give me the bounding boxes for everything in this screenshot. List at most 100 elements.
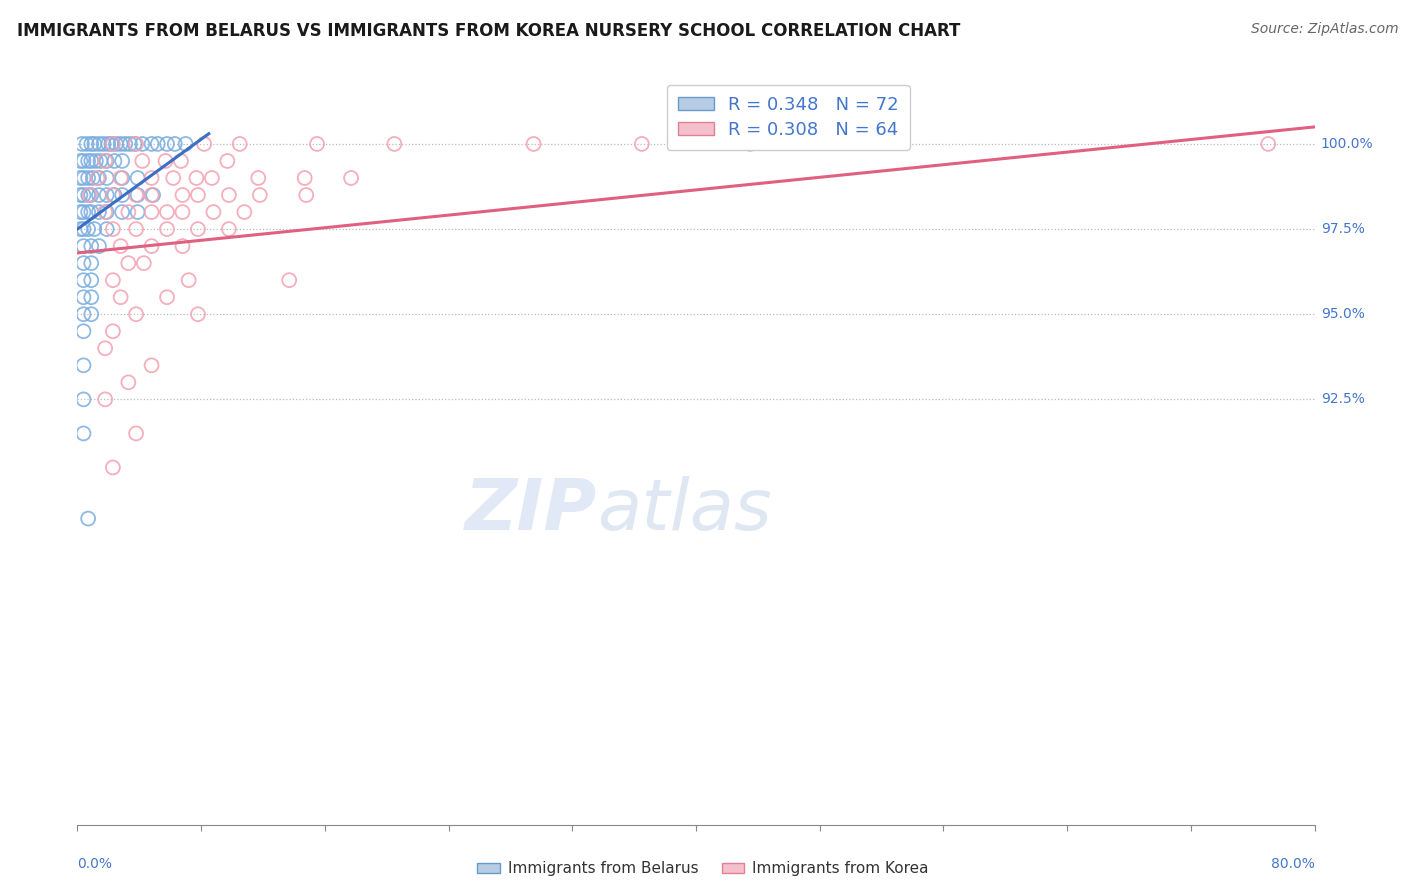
Point <box>77 222 100 236</box>
Point <box>156 136 179 151</box>
Point <box>156 205 179 219</box>
Point <box>110 239 132 253</box>
Point <box>80 188 103 202</box>
Point <box>80 136 103 151</box>
Point <box>382 136 406 151</box>
Point <box>117 376 139 390</box>
Point <box>186 171 208 186</box>
Point <box>307 136 329 151</box>
Point <box>94 392 117 407</box>
Point <box>174 136 197 151</box>
Point <box>172 239 194 253</box>
Point <box>69 171 91 186</box>
Point <box>155 153 177 168</box>
Point <box>80 307 103 321</box>
Text: 97.5%: 97.5% <box>1320 222 1365 236</box>
Point <box>87 239 110 253</box>
Point <box>142 188 165 202</box>
Point <box>87 205 110 219</box>
Point <box>77 511 100 525</box>
Point <box>72 205 94 219</box>
Point <box>77 171 100 186</box>
Point <box>87 171 110 186</box>
Point <box>90 153 111 168</box>
Point <box>80 153 103 168</box>
Point <box>96 205 118 219</box>
Point <box>77 153 100 168</box>
Point <box>101 136 124 151</box>
Text: IMMIGRANTS FROM BELARUS VS IMMIGRANTS FROM KOREA NURSERY SCHOOL CORRELATION CHAR: IMMIGRANTS FROM BELARUS VS IMMIGRANTS FR… <box>17 22 960 40</box>
Legend: Immigrants from Belarus, Immigrants from Korea: Immigrants from Belarus, Immigrants from… <box>471 855 935 882</box>
Text: 80.0%: 80.0% <box>1271 856 1315 871</box>
Point <box>84 153 107 168</box>
Point <box>103 153 125 168</box>
Point <box>278 273 301 287</box>
Point <box>101 222 124 236</box>
Point <box>125 426 148 441</box>
Point <box>94 205 117 219</box>
Point <box>93 136 115 151</box>
Point <box>141 205 163 219</box>
Point <box>94 341 117 355</box>
Point <box>110 290 132 304</box>
Point <box>294 171 316 186</box>
Point <box>110 136 132 151</box>
Point <box>96 153 118 168</box>
Point <box>187 307 209 321</box>
Point <box>77 205 100 219</box>
Point <box>87 188 110 202</box>
Point <box>101 460 124 475</box>
Point <box>72 171 94 186</box>
Point <box>187 188 209 202</box>
Point <box>127 205 149 219</box>
Point <box>162 171 184 186</box>
Text: Source: ZipAtlas.com: Source: ZipAtlas.com <box>1251 22 1399 37</box>
Point <box>80 205 103 219</box>
Point <box>110 171 132 186</box>
Point <box>77 188 100 202</box>
Point <box>193 136 215 151</box>
Point <box>94 153 117 168</box>
Point <box>141 188 163 202</box>
Text: 95.0%: 95.0% <box>1320 307 1365 321</box>
Point <box>163 136 186 151</box>
Point <box>146 136 169 151</box>
Text: atlas: atlas <box>598 476 772 545</box>
Text: 92.5%: 92.5% <box>1320 392 1365 407</box>
Point <box>72 153 94 168</box>
Point <box>96 171 118 186</box>
Point <box>141 171 163 186</box>
Point <box>156 222 179 236</box>
Point <box>295 188 318 202</box>
Point <box>72 359 94 373</box>
Point <box>249 188 271 202</box>
Point <box>523 136 546 151</box>
Point <box>201 171 224 186</box>
Text: ZIP: ZIP <box>465 476 598 545</box>
Point <box>72 392 94 407</box>
Point <box>1257 136 1279 151</box>
Point <box>97 136 120 151</box>
Point <box>127 188 149 202</box>
Point <box>141 359 163 373</box>
Point <box>72 256 94 270</box>
Point <box>187 222 209 236</box>
Point <box>101 324 124 338</box>
Point <box>80 290 103 304</box>
Point <box>111 171 134 186</box>
Point <box>86 171 108 186</box>
Point <box>72 273 94 287</box>
Point <box>218 222 240 236</box>
Point <box>72 222 94 236</box>
Point <box>80 239 103 253</box>
Point <box>124 136 146 151</box>
Point <box>740 136 762 151</box>
Point <box>117 205 139 219</box>
Point <box>233 205 256 219</box>
Point <box>72 188 94 202</box>
Text: 100.0%: 100.0% <box>1320 137 1374 151</box>
Point <box>69 222 91 236</box>
Point <box>131 136 153 151</box>
Point <box>80 273 103 287</box>
Point <box>72 290 94 304</box>
